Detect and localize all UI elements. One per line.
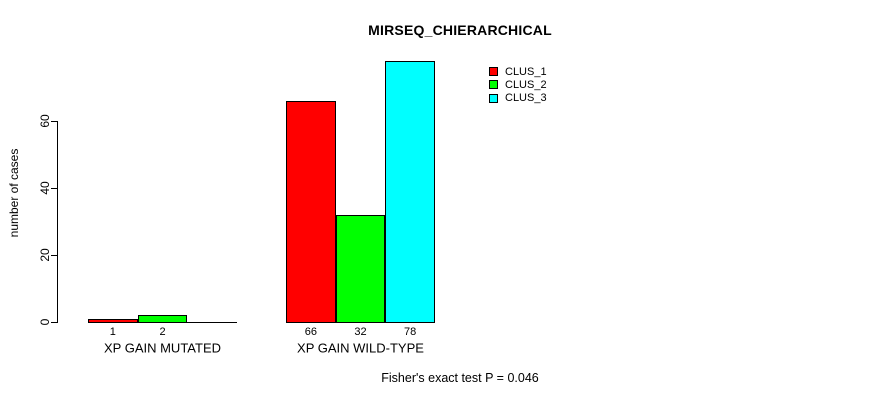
y-tick — [51, 121, 57, 122]
bar-value-label: 2 — [159, 326, 166, 338]
legend-item: CLUS_1 — [489, 65, 547, 78]
y-tick-label: 0 — [38, 318, 52, 326]
legend-swatch-icon — [489, 67, 498, 77]
y-axis-line — [57, 121, 58, 323]
y-axis-title: number of cases — [7, 148, 21, 238]
bar-value-label: 1 — [109, 326, 116, 338]
bar-clus_1-1 — [286, 100, 336, 323]
legend: CLUS_1 CLUS_2 CLUS_3 — [489, 65, 547, 105]
category-label: XP GAIN WILD-TYPE — [297, 340, 424, 356]
y-tick — [51, 255, 57, 256]
y-tick — [51, 188, 57, 189]
chart-title: MIRSEQ_CHIERARCHICAL — [368, 22, 552, 38]
bar-value-label: 78 — [404, 326, 417, 338]
y-tick-label: 40 — [38, 181, 52, 195]
legend-label: CLUS_3 — [505, 92, 547, 105]
bar-clus_2-1 — [335, 214, 386, 323]
bar-value-label: 32 — [354, 326, 367, 338]
legend-label: CLUS_2 — [505, 78, 547, 91]
legend-item: CLUS_2 — [489, 78, 547, 91]
bar-value-label: 66 — [304, 326, 317, 338]
legend-swatch-icon — [489, 93, 498, 103]
bar-clus_2-0 — [137, 315, 188, 323]
y-tick — [51, 322, 57, 323]
bar-clus_1-0 — [88, 318, 138, 323]
y-tick-label: 20 — [38, 248, 52, 262]
category-label: XP GAIN MUTATED — [103, 340, 222, 356]
y-tick-label: 60 — [38, 114, 52, 128]
legend-item: CLUS_3 — [489, 92, 547, 105]
bar-clus_3-1 — [385, 60, 435, 323]
footer-annotation: Fisher's exact test P = 0.046 — [381, 371, 539, 385]
legend-swatch-icon — [489, 80, 498, 90]
legend-label: CLUS_1 — [505, 65, 547, 78]
